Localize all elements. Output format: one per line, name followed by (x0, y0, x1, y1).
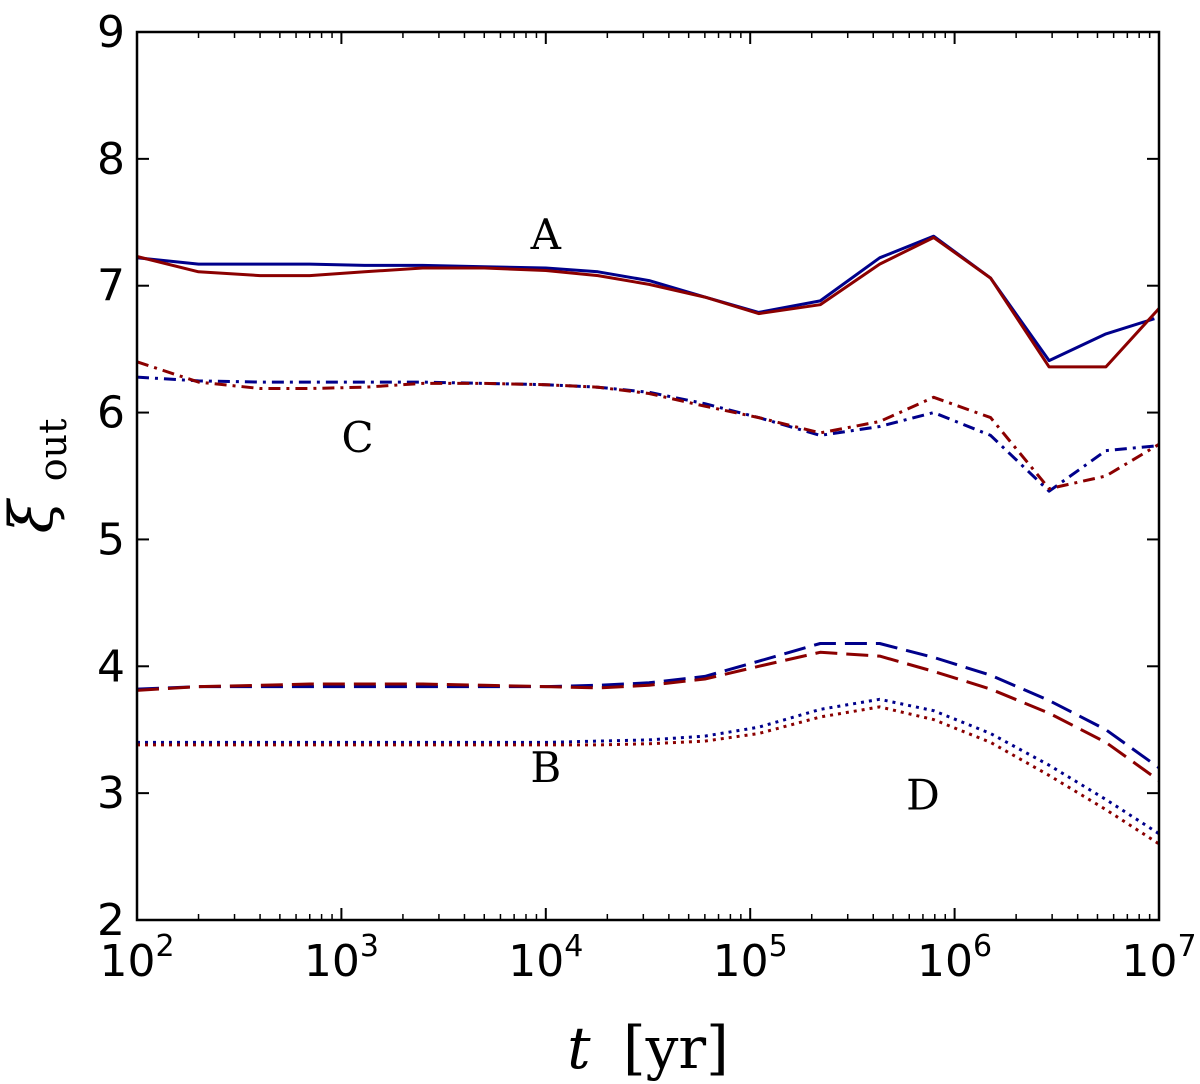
curve-label-B: B (530, 743, 561, 792)
x-axis-symbol: t (567, 1014, 591, 1082)
plot-frame (135, 30, 1161, 922)
y-tick-label: 7 (97, 261, 125, 312)
x-axis-label: t [yr] (567, 1014, 729, 1082)
x-tick-label: 105 (713, 929, 788, 987)
y-tick-label: 2 (97, 895, 125, 946)
series-line-C-red (136, 360, 1160, 491)
x-tick-base: 10 (1121, 936, 1177, 987)
x-tick-label: 106 (917, 929, 992, 987)
x-tick-exponent: 3 (360, 929, 379, 964)
y-axis-symbol: ξ (0, 497, 67, 533)
series-line-A-blue (136, 234, 1155, 363)
y-tick-label: 5 (97, 514, 125, 565)
curve-label-A: A (530, 210, 562, 259)
annotation-layer: A C B D (342, 210, 940, 820)
series-line-B-red (136, 650, 1160, 782)
x-tick-base: 10 (917, 936, 973, 987)
x-tick-label: 103 (304, 929, 379, 987)
x-tick-base: 10 (99, 936, 155, 987)
x-tick-base: 10 (304, 936, 360, 987)
x-tick-exponent: 7 (1177, 929, 1196, 964)
x-tick-label: 107 (1121, 929, 1196, 987)
y-axis-label: ξ out (0, 419, 75, 534)
x-tick-exponent: 4 (564, 929, 583, 964)
x-axis-unit: [yr] (623, 1014, 729, 1082)
x-tick-base: 10 (713, 936, 769, 987)
curve-label-D: D (906, 771, 940, 820)
curve-label-C: C (342, 413, 374, 462)
x-tick-label: 104 (508, 929, 583, 987)
x-tick-exponent: 6 (973, 929, 992, 964)
x-tick-label: 102 (99, 929, 174, 987)
x-tick-exponent: 5 (769, 929, 788, 964)
series-line-D-red (137, 705, 1160, 846)
y-axis-subscript: out (31, 419, 75, 482)
y-tick-label: 9 (97, 7, 125, 58)
series-line-B-blue (136, 642, 1160, 770)
y-tick-label: 3 (97, 768, 125, 819)
series-layer (136, 234, 1161, 846)
series-line-C-blue (136, 375, 1160, 493)
y-tick-label: 6 (97, 388, 125, 439)
series-line-D-blue (137, 697, 1160, 835)
y-tick-label: 8 (97, 134, 125, 185)
series-line-A-red (136, 236, 1161, 369)
y-tick-label: 4 (97, 641, 125, 692)
x-tick-base: 10 (508, 936, 564, 987)
x-tick-exponent: 2 (155, 929, 174, 964)
